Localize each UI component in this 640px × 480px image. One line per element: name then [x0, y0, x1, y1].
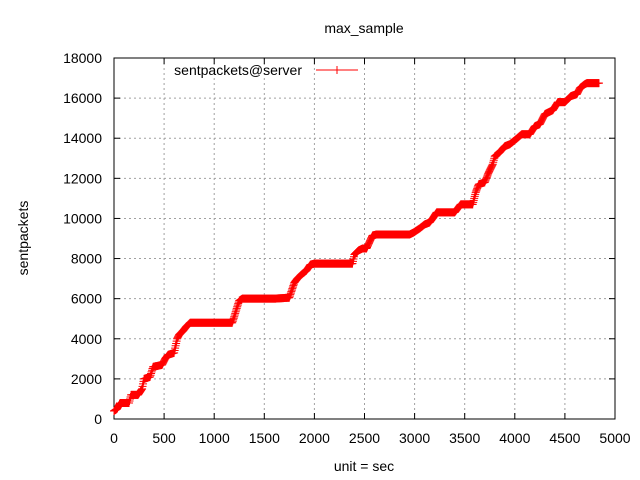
x-tick-label: 4000 [499, 430, 530, 446]
data-point [126, 394, 135, 403]
data-point [232, 306, 241, 315]
data-point [137, 385, 146, 394]
data-point [488, 160, 497, 169]
x-tick-label: 1000 [199, 430, 230, 446]
data-point [232, 304, 241, 313]
data-point [146, 372, 155, 381]
x-tick-label: 5000 [599, 430, 630, 446]
data-point [469, 196, 478, 205]
y-tick-label: 0 [94, 411, 102, 427]
data-point [487, 162, 496, 171]
data-point [137, 386, 146, 395]
x-axis-label: unit = sec [334, 458, 394, 474]
x-tick-label: 2500 [349, 430, 380, 446]
y-tick-label: 6000 [71, 291, 102, 307]
data-point [231, 307, 240, 316]
y-tick-label: 10000 [63, 210, 102, 226]
y-tick-label: 8000 [71, 251, 102, 267]
data-point [489, 156, 498, 165]
data-point [468, 200, 477, 209]
data-point [471, 190, 480, 199]
data-point [469, 198, 478, 207]
data-point [230, 312, 239, 321]
y-axis-label: sentpackets [15, 201, 31, 276]
data-point [125, 398, 134, 407]
x-tick-label: 0 [110, 430, 118, 446]
data-point [470, 194, 479, 203]
data-point [146, 371, 155, 380]
series-layer [110, 79, 603, 415]
data-point [231, 309, 240, 318]
x-tick-label: 1500 [249, 430, 280, 446]
y-tick-label: 12000 [63, 170, 102, 186]
data-point [147, 367, 156, 376]
y-tick-label: 18000 [63, 50, 102, 66]
x-tick-label: 500 [152, 430, 176, 446]
series [110, 79, 603, 415]
data-point [489, 158, 498, 167]
chart-title: max_sample [324, 20, 404, 36]
x-tick-label: 3000 [399, 430, 430, 446]
legend-marker [333, 66, 341, 74]
series-markers [110, 79, 603, 415]
grid [114, 58, 615, 419]
data-point [147, 369, 156, 378]
data-point [229, 314, 238, 323]
y-tick-labels: 0 2000 4000 6000 8000 10000 12000 14000 16000 180… [63, 50, 102, 427]
data-point [594, 79, 603, 88]
data-point [470, 192, 479, 201]
y-tick-label: 2000 [71, 371, 102, 387]
legend: sentpackets@server [174, 62, 358, 78]
y-tick-label: 14000 [63, 130, 102, 146]
data-point [230, 311, 239, 320]
x-tick-label: 2000 [299, 430, 330, 446]
y-tick-label: 4000 [71, 331, 102, 347]
x-tick-label: 4500 [549, 430, 580, 446]
legend-label: sentpackets@server [174, 62, 302, 78]
data-point [125, 396, 134, 405]
y-tick-label: 16000 [63, 90, 102, 106]
x-tick-labels: 0 500 1000 1500 2000 2500 3000 3500 4000 4500 5000 [110, 430, 631, 446]
x-tick-label: 3500 [449, 430, 480, 446]
